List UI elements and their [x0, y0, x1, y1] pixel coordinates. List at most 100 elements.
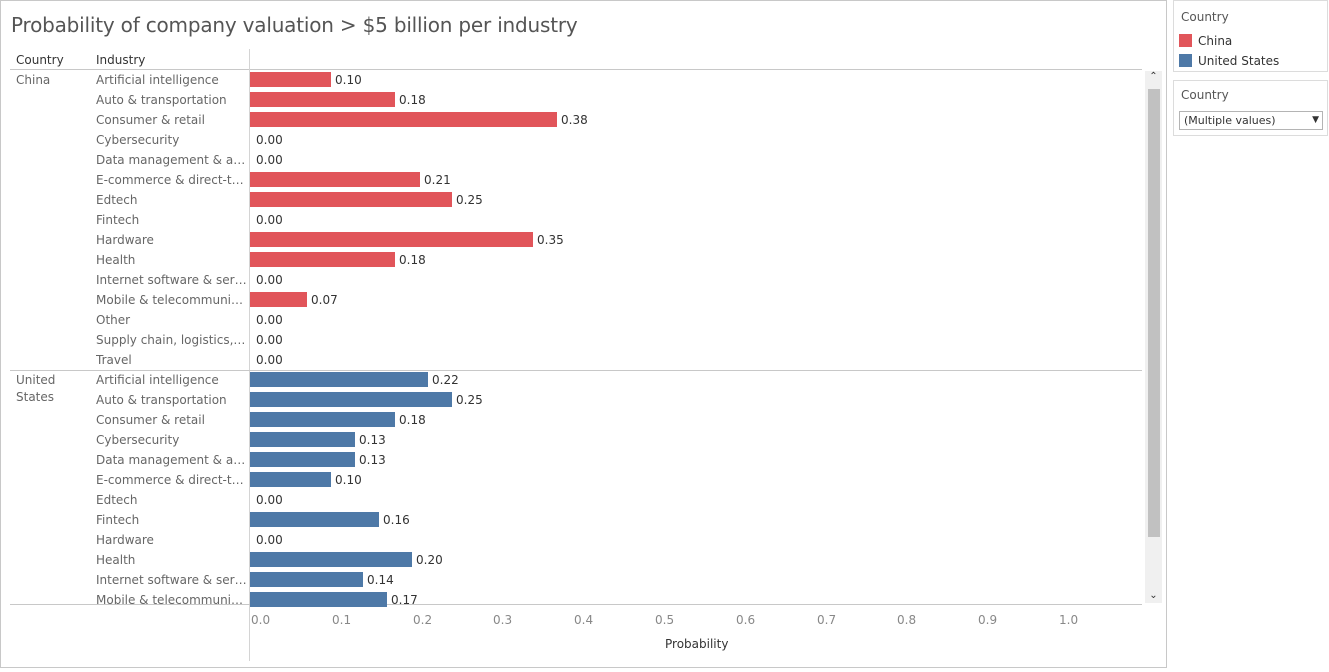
bar-united-states[interactable]: [250, 552, 412, 567]
industry-label: Hardware: [96, 233, 154, 247]
data-label: 0.22: [432, 373, 459, 387]
bar-china[interactable]: [250, 172, 420, 187]
legend-swatch-china: [1179, 34, 1192, 47]
legend-label-china: China: [1198, 34, 1233, 48]
filter-title: Country: [1181, 88, 1229, 102]
bar-china[interactable]: [250, 292, 307, 307]
bar-united-states[interactable]: [250, 452, 355, 467]
industry-label: Cybersecurity: [96, 133, 180, 147]
industry-column-header[interactable]: Industry: [96, 53, 146, 67]
data-label: 0.00: [256, 313, 283, 327]
data-label: 0.21: [424, 173, 451, 187]
data-label: 0.35: [537, 233, 564, 247]
x-axis-title: Probability: [665, 637, 729, 651]
bar-united-states[interactable]: [250, 512, 379, 527]
x-tick-label: 0.1: [332, 613, 352, 627]
bar-china[interactable]: [250, 192, 452, 207]
industry-label: Fintech: [96, 513, 140, 527]
data-label: 0.00: [256, 133, 283, 147]
dropdown-arrow-icon[interactable]: ▼: [1312, 115, 1319, 125]
chart-title: Probability of company valuation > $5 bi…: [11, 13, 578, 37]
bar-united-states[interactable]: [250, 572, 363, 587]
x-tick-label: 0.8: [897, 613, 917, 627]
country-column-header[interactable]: Country: [16, 53, 64, 67]
data-label: 0.00: [256, 153, 283, 167]
industry-label: E-commerce & direct-to-c..: [96, 473, 248, 487]
country-filter-dropdown[interactable]: (Multiple values) ▼: [1179, 111, 1323, 130]
data-label: 0.00: [256, 533, 283, 547]
bar-united-states[interactable]: [250, 412, 395, 427]
industry-label: Supply chain, logistics, & ..: [96, 333, 248, 347]
data-label: 0.18: [399, 413, 426, 427]
bar-united-states[interactable]: [250, 372, 428, 387]
scroll-thumb[interactable]: [1148, 89, 1160, 537]
industry-label: Mobile & telecommunicati..: [96, 593, 248, 607]
industry-label: Mobile & telecommunicati..: [96, 293, 248, 307]
data-label: 0.07: [311, 293, 338, 307]
bar-united-states[interactable]: [250, 472, 331, 487]
bar-china[interactable]: [250, 92, 395, 107]
industry-label: Consumer & retail: [96, 113, 205, 127]
filter-value: (Multiple values): [1184, 114, 1276, 127]
legend-item-united-states[interactable]: United States: [1179, 54, 1279, 68]
chevron-down-icon[interactable]: ⌄: [1149, 590, 1158, 601]
country-label-line: United: [16, 373, 56, 387]
country-label-united-states: United States: [16, 372, 55, 406]
industry-label: Artificial intelligence: [96, 73, 219, 87]
x-tick-label: 0.5: [655, 613, 675, 627]
zero-axis-line: [249, 49, 250, 661]
industry-label: Auto & transportation: [96, 393, 227, 407]
bar-united-states[interactable]: [250, 432, 355, 447]
group-divider: [10, 370, 1142, 371]
industry-label: Edtech: [96, 493, 138, 507]
bar-united-states[interactable]: [250, 592, 387, 607]
data-label: 0.25: [456, 393, 483, 407]
data-label: 0.00: [256, 333, 283, 347]
data-label: 0.10: [335, 473, 362, 487]
chevron-up-icon[interactable]: ⌃: [1149, 71, 1158, 82]
data-label: 0.18: [399, 253, 426, 267]
industry-label: Health: [96, 253, 136, 267]
data-label: 0.18: [399, 93, 426, 107]
country-label-line: China: [16, 73, 51, 87]
data-label: 0.16: [383, 513, 410, 527]
legend-title: Country: [1181, 10, 1229, 24]
industry-label: Cybersecurity: [96, 433, 180, 447]
bar-china[interactable]: [250, 72, 331, 87]
industry-label: Data management & anal..: [96, 453, 248, 467]
legend-item-china[interactable]: China: [1179, 34, 1232, 48]
header-divider: [10, 69, 1142, 70]
industry-label: Consumer & retail: [96, 413, 205, 427]
legend-label-united-states: United States: [1198, 54, 1280, 68]
data-label: 0.00: [256, 493, 283, 507]
data-label: 0.25: [456, 193, 483, 207]
data-label: 0.14: [367, 573, 394, 587]
data-label: 0.00: [256, 353, 283, 367]
industry-label: Internet software & servi..: [96, 573, 248, 587]
data-label: 0.38: [561, 113, 588, 127]
industry-label: Health: [96, 553, 136, 567]
data-label: 0.10: [335, 73, 362, 87]
x-tick-label: 0.2: [413, 613, 433, 627]
x-tick-label: 0.7: [817, 613, 837, 627]
industry-label: E-commerce & direct-to-c..: [96, 173, 248, 187]
data-label: 0.13: [359, 453, 386, 467]
data-label: 0.17: [391, 593, 418, 607]
x-tick-label: 0.9: [978, 613, 998, 627]
industry-label: Other: [96, 313, 131, 327]
industry-label: Artificial intelligence: [96, 373, 219, 387]
industry-label: Auto & transportation: [96, 93, 227, 107]
bar-china[interactable]: [250, 252, 395, 267]
x-tick-label: 1.0: [1059, 613, 1079, 627]
bar-china[interactable]: [250, 232, 533, 247]
industry-label: Edtech: [96, 193, 138, 207]
bar-united-states[interactable]: [250, 392, 452, 407]
vertical-scrollbar[interactable]: ⌃ ⌄: [1145, 71, 1162, 603]
bar-china[interactable]: [250, 112, 557, 127]
industry-label: Travel: [96, 353, 132, 367]
country-filter: Country (Multiple values) ▼: [1173, 80, 1328, 136]
industry-label: Data management & anal..: [96, 153, 248, 167]
x-tick-label: 0.3: [493, 613, 513, 627]
x-tick-label: 0.0: [251, 613, 271, 627]
x-tick-label: 0.6: [736, 613, 756, 627]
